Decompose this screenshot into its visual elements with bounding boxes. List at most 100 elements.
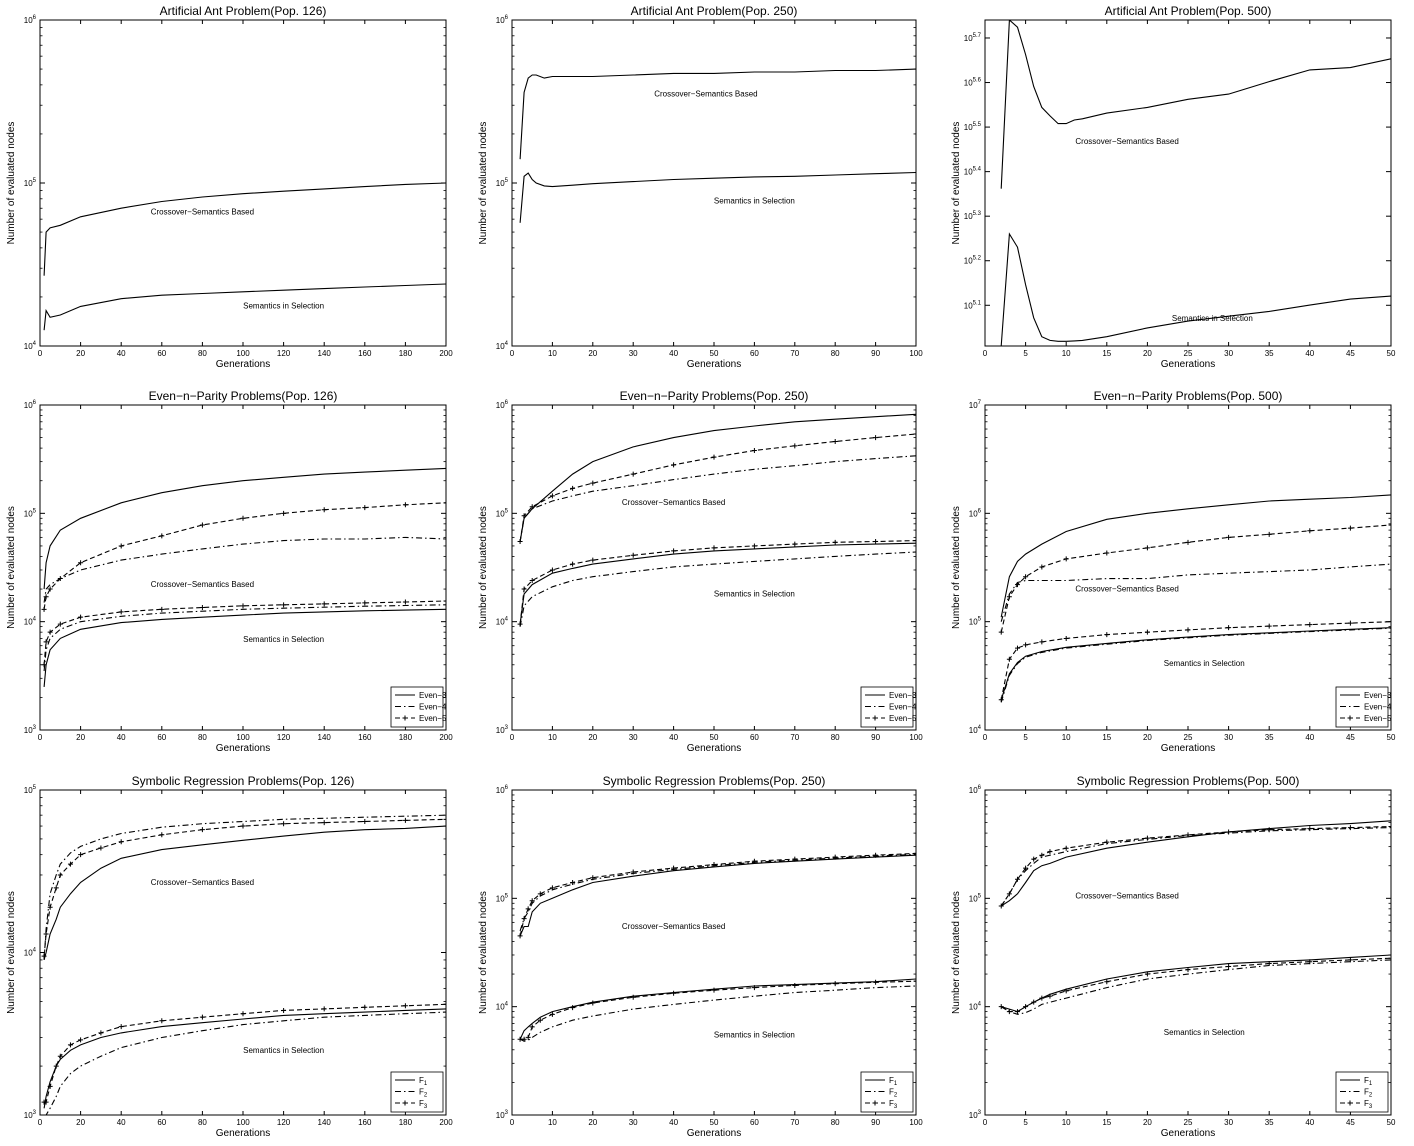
y-tick-label: 105.5 <box>964 122 982 132</box>
x-tick-label: 160 <box>358 1118 372 1127</box>
y-tick-label: 105.6 <box>964 78 982 88</box>
series-marker <box>590 557 596 563</box>
chart-4: Even−n−Parity Problems(Pop. 126) 0 20 40 60 8… <box>6 389 453 754</box>
series-marker <box>570 880 576 886</box>
x-tick-label: 160 <box>358 733 372 742</box>
x-tick-label: 120 <box>277 1118 291 1127</box>
series-marker <box>913 538 916 544</box>
plot-frame <box>511 19 917 347</box>
legend-label: Even−5 <box>1364 714 1392 723</box>
x-tick-label: 20 <box>588 733 597 742</box>
x-tick-label: 25 <box>1184 349 1193 358</box>
series-marker <box>1185 832 1191 838</box>
x-tick-label: 70 <box>790 349 799 358</box>
x-tick-label: 60 <box>750 1118 759 1127</box>
series-line <box>519 68 916 160</box>
series-marker <box>443 1001 446 1007</box>
series-marker <box>1014 582 1020 588</box>
x-tick-label: 5 <box>1023 1118 1028 1127</box>
legend-label: F1 <box>1364 1076 1373 1087</box>
series-marker <box>590 1000 596 1006</box>
x-tick-label: 100 <box>236 349 250 358</box>
series-marker <box>549 567 555 573</box>
y-tick-label: 105 <box>496 508 509 518</box>
plot-frame <box>39 404 447 731</box>
chart-title: Even−n−Parity Problems(Pop. 126) <box>149 389 338 403</box>
x-tick-label: 80 <box>198 733 207 742</box>
series-marker <box>57 576 63 582</box>
x-tick-label: 20 <box>1143 1118 1152 1127</box>
series-line <box>1000 232 1391 346</box>
y-tick-label: 104 <box>969 725 982 735</box>
y-tick-label: 104 <box>24 948 37 958</box>
x-tick-label: 20 <box>588 1118 597 1127</box>
x-axis-label: Generations <box>216 359 270 370</box>
y-tick-label: 105 <box>24 178 37 188</box>
series-marker <box>199 605 205 611</box>
x-tick-label: 100 <box>236 1118 250 1127</box>
annotation: Semantics in Selection <box>1172 314 1253 323</box>
y-tick-label: 104 <box>496 341 509 351</box>
series-marker <box>1063 988 1069 994</box>
series-line <box>43 608 446 687</box>
x-axis-label: Generations <box>687 743 741 754</box>
x-tick-label: 50 <box>710 733 719 742</box>
y-tick-label: 106 <box>969 508 982 518</box>
series-line <box>1000 627 1391 703</box>
x-tick-label: 50 <box>1387 1118 1396 1127</box>
legend-label: F2 <box>1364 1088 1373 1099</box>
x-tick-label: 40 <box>1305 349 1314 358</box>
series-marker <box>711 987 717 993</box>
legend-label: Even−5 <box>889 714 917 723</box>
annotation: Semantics in Selection <box>714 1030 795 1039</box>
series-line <box>519 853 916 932</box>
legend-label: Even−3 <box>1364 691 1392 700</box>
x-tick-label: 0 <box>38 1118 43 1127</box>
plot-frame <box>984 404 1392 731</box>
plot-frame <box>39 19 447 347</box>
series-marker <box>1185 539 1191 545</box>
x-tick-label: 50 <box>710 1118 719 1127</box>
series-marker <box>1307 622 1313 628</box>
x-tick-label: 0 <box>983 349 988 358</box>
y-tick-label: 104 <box>496 1002 509 1012</box>
x-tick-label: 180 <box>399 349 413 358</box>
x-tick-label: 20 <box>76 1118 85 1127</box>
series-marker <box>792 443 798 449</box>
series-line <box>519 542 916 625</box>
chart-title: Symbolic Regression Problems(Pop. 250) <box>603 774 826 788</box>
legend-label: Even−4 <box>889 703 917 712</box>
x-tick-label: 30 <box>1224 1118 1233 1127</box>
y-tick-label: 106 <box>969 785 982 795</box>
series-marker <box>43 1099 49 1105</box>
y-tick-label: 104 <box>24 617 37 627</box>
series-marker <box>751 858 757 864</box>
series-line <box>519 852 916 937</box>
series-marker <box>1347 957 1353 963</box>
series-marker <box>792 541 798 547</box>
series-marker <box>751 543 757 549</box>
annotation: Semantics in Selection <box>243 301 324 310</box>
series-line <box>1000 524 1391 633</box>
series-marker <box>53 885 59 891</box>
x-tick-label: 20 <box>76 733 85 742</box>
y-tick-label: 107 <box>969 400 982 410</box>
series-marker <box>1039 852 1045 858</box>
series-marker <box>67 861 73 867</box>
x-tick-label: 90 <box>871 733 880 742</box>
series-marker <box>1185 627 1191 633</box>
series-marker <box>1047 849 1053 855</box>
series-marker <box>1307 959 1313 965</box>
y-axis-label: Number of evaluated nodes <box>478 122 489 245</box>
series-marker <box>529 898 535 904</box>
x-tick-label: 35 <box>1265 733 1274 742</box>
annotation: Semantics in Selection <box>1164 1028 1245 1037</box>
annotation: Crossover−Semantics Based <box>1075 891 1178 900</box>
series-marker <box>47 904 53 910</box>
series-marker <box>1388 955 1391 961</box>
series-marker <box>1388 824 1391 830</box>
x-tick-label: 140 <box>318 1118 332 1127</box>
y-tick-label: 106 <box>24 400 37 410</box>
x-tick-label: 100 <box>236 733 250 742</box>
y-tick-label: 103 <box>496 1110 509 1120</box>
